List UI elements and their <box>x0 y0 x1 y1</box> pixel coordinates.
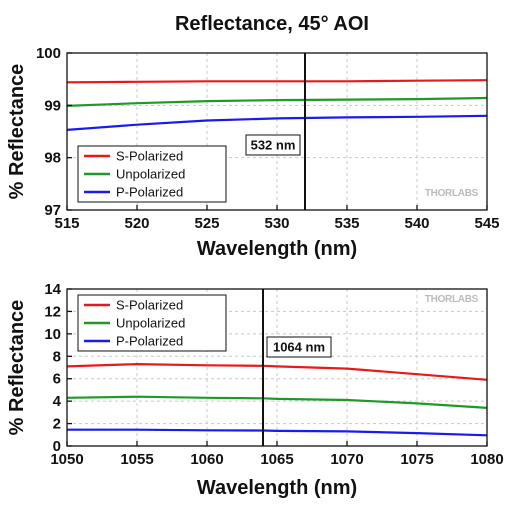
x-tick-label: 530 <box>264 215 289 232</box>
wavelength-annotation-label: 1064 nm <box>273 340 325 355</box>
y-tick-label: 6 <box>53 371 61 388</box>
x-tick-label: 1060 <box>190 451 223 468</box>
series-line-p-polarized <box>66 114 488 131</box>
y-tick-label: 8 <box>53 348 61 365</box>
chart-532nm: THORLABS 532 nm S-Polarized Unpolarized P-Po… <box>6 45 500 260</box>
figure-title: Reflectance, 45° AOI <box>175 13 369 35</box>
x-tick-label: 1075 <box>400 451 433 468</box>
x-axis-title: Wavelength (nm) <box>197 238 357 260</box>
legend-label: Unpolarized <box>116 316 185 331</box>
y-tick-label: 4 <box>53 393 62 410</box>
y-tick-label: 14 <box>44 281 61 298</box>
legend-label: P-Polarized <box>116 334 183 349</box>
x-axis-title: Wavelength (nm) <box>197 477 357 499</box>
x-tick-label: 535 <box>334 215 359 232</box>
wavelength-annotation-box <box>245 134 301 156</box>
x-tick-label: 1050 <box>50 451 83 468</box>
y-tick-label: 99 <box>44 97 61 114</box>
wavelength-annotation-box <box>266 336 332 358</box>
thorlabs-watermark: THORLABS <box>425 294 479 305</box>
y-tick-label: 0 <box>53 438 61 455</box>
series-line-s-polarized <box>66 363 488 381</box>
y-axis-title: % Reflectance <box>6 64 28 200</box>
x-tick-label: 540 <box>404 215 429 232</box>
legend-label: S-Polarized <box>116 298 183 313</box>
x-tick-label: 1055 <box>120 451 153 468</box>
series-line-p-polarized <box>67 428 488 437</box>
series-line-unpolarized <box>66 395 488 409</box>
x-tick-label: 1070 <box>330 451 363 468</box>
wavelength-annotation-label: 532 nm <box>251 138 296 153</box>
legend-label: S-Polarized <box>116 149 183 164</box>
legend-label: P-Polarized <box>116 185 183 200</box>
x-tick-label: 1080 <box>470 451 503 468</box>
y-tick-label: 97 <box>44 202 61 219</box>
y-tick-label: 10 <box>44 326 61 343</box>
y-tick-label: 100 <box>36 45 61 62</box>
chart-1064nm: THORLABS 1064 nm S-Polarized Unpolarized P-P… <box>6 281 504 499</box>
x-tick-label: 520 <box>124 215 149 232</box>
y-tick-label: 98 <box>44 150 61 167</box>
series-line-s-polarized <box>66 79 488 84</box>
x-tick-label: 1065 <box>260 451 293 468</box>
y-tick-label: 2 <box>53 416 61 433</box>
series-line-unpolarized <box>66 96 488 107</box>
x-tick-label: 545 <box>474 215 499 232</box>
y-axis-title: % Reflectance <box>6 300 28 436</box>
legend-label: Unpolarized <box>116 167 185 182</box>
thorlabs-watermark: THORLABS <box>425 188 479 199</box>
x-tick-label: 515 <box>54 215 79 232</box>
y-tick-label: 12 <box>44 303 61 320</box>
x-tick-label: 525 <box>194 215 219 232</box>
